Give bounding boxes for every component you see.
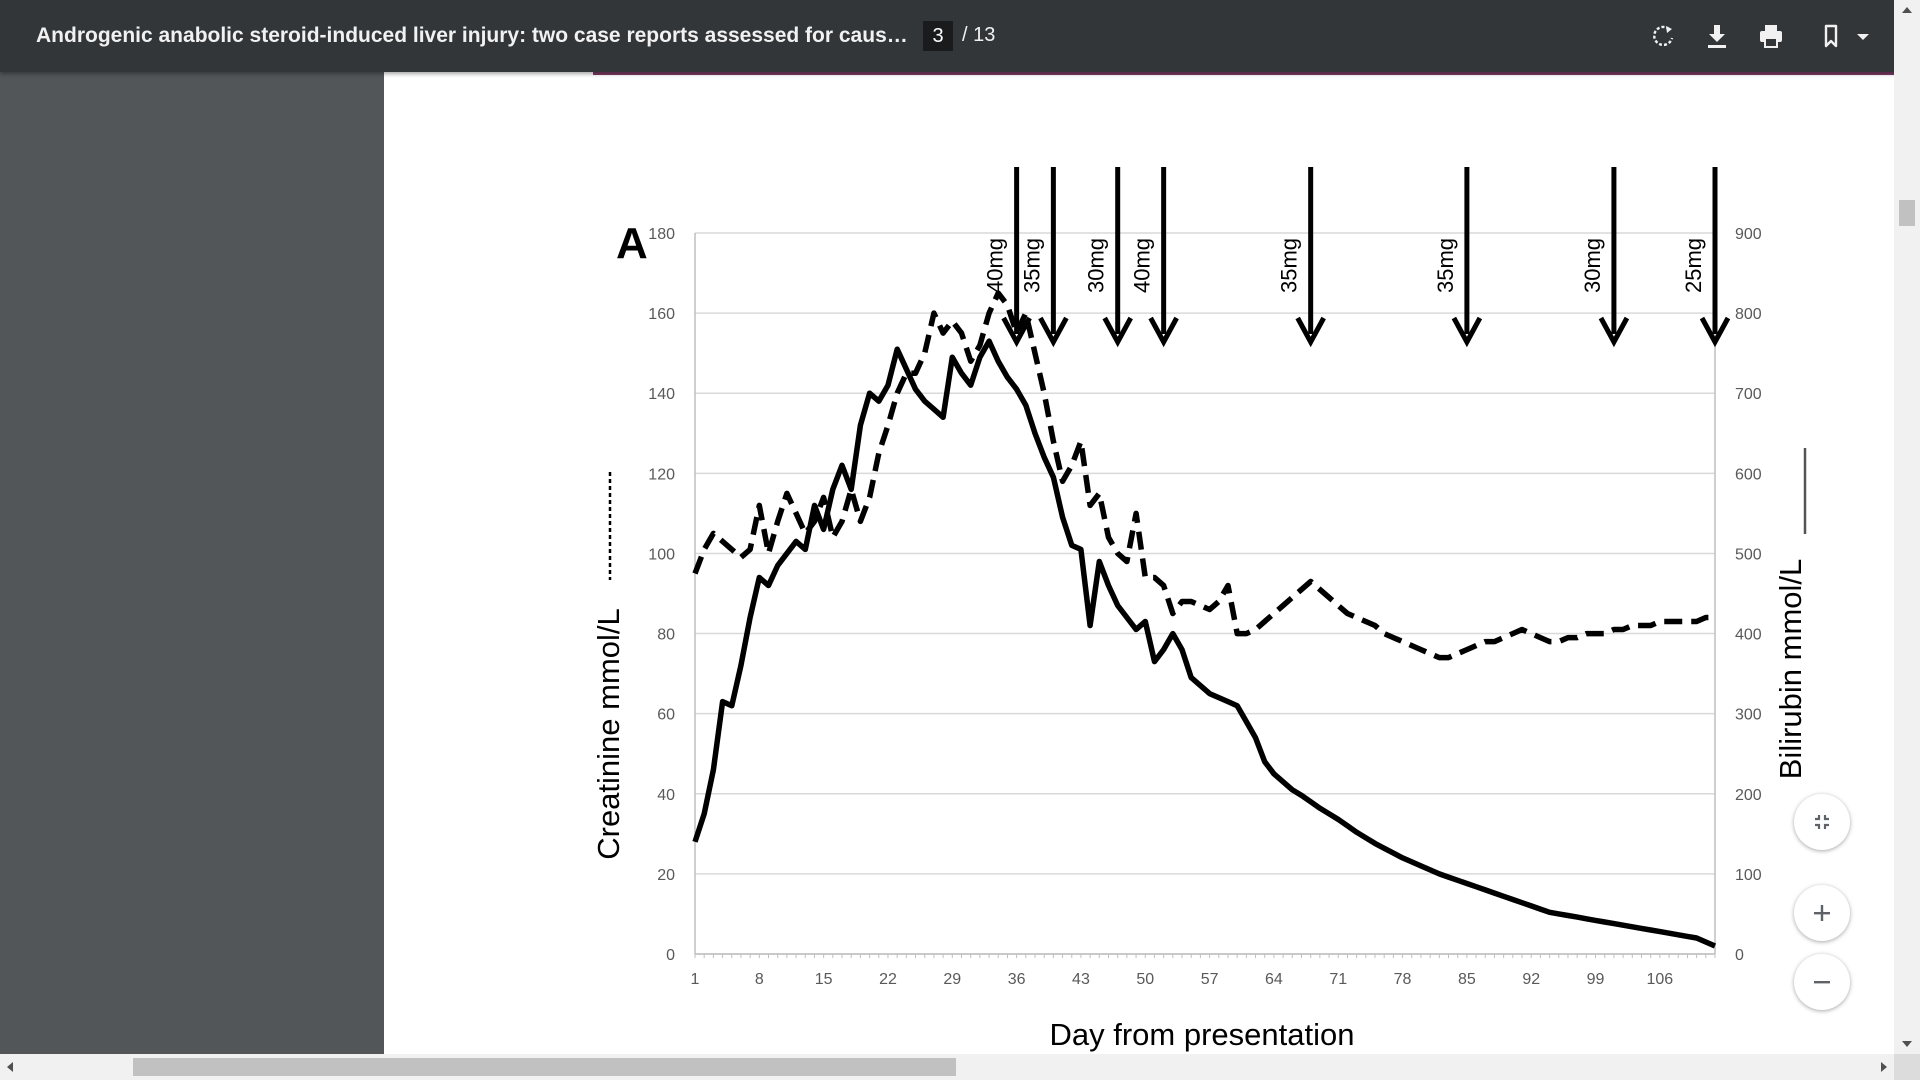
horizontal-scroll-thumb[interactable]: [133, 1058, 956, 1076]
dose-arrow-head: [1038, 316, 1069, 348]
print-icon: [1760, 25, 1782, 48]
y-left-tick-label: 40: [657, 787, 675, 804]
x-tick-label: 64: [1265, 971, 1283, 988]
fit-page-button[interactable]: [1794, 794, 1850, 850]
y-right-tick-label: 0: [1735, 947, 1744, 964]
dose-label: 35mg: [1433, 238, 1458, 293]
dose-label: 35mg: [1019, 238, 1044, 293]
y-right-tick-label: 100: [1735, 867, 1762, 884]
y-left-tick-label: 60: [657, 707, 675, 724]
dose-arrow-head: [1148, 316, 1179, 348]
y-right-tick-label: 900: [1735, 226, 1762, 243]
x-tick-label: 29: [943, 971, 961, 988]
y-left-axis-title: Creatinine mmol/L: [591, 608, 626, 860]
y-right-tick-label: 600: [1735, 466, 1762, 483]
x-tick-label: 99: [1587, 971, 1605, 988]
dose-arrow-head: [1598, 316, 1630, 348]
zoom-in-button[interactable]: [1794, 885, 1850, 941]
y-left-tick-label: 180: [648, 226, 675, 243]
y-left-tick-label: 100: [648, 546, 675, 563]
dose-label: 40mg: [1130, 238, 1155, 293]
x-tick-label: 36: [1008, 971, 1026, 988]
y-left-tick-label: 140: [648, 386, 675, 403]
y-right-tick-label: 700: [1735, 386, 1762, 403]
rotate-icon: [1653, 25, 1674, 47]
dose-arrow-head: [1102, 316, 1133, 348]
scroll-down-icon[interactable]: [1894, 1034, 1920, 1054]
y-left-tick-label: 160: [648, 306, 675, 323]
y-left-tick-label: 0: [666, 947, 675, 964]
y-left-tick-label: 20: [657, 867, 675, 884]
y-right-axis-title: Bilirubin mmol/L: [1773, 559, 1808, 780]
dose-label: 30mg: [1580, 238, 1605, 293]
x-tick-label: 50: [1136, 971, 1154, 988]
scroll-left-icon[interactable]: [0, 1054, 20, 1080]
y-right-tick-label: 400: [1735, 627, 1762, 644]
x-tick-label: 22: [879, 971, 897, 988]
dose-arrow-head: [1295, 316, 1326, 348]
bilirubin-line: [692, 338, 1717, 949]
zoom-out-button[interactable]: [1794, 954, 1850, 1010]
panel-label: A: [616, 219, 648, 268]
y-left-tick-label: 120: [648, 466, 675, 483]
dose-arrow-head: [1001, 316, 1032, 348]
pdf-page: 0 20 40 60 80 100 120 140 160 180 0 100 200 300 400 500…: [384, 72, 1894, 1054]
y-right-tick-label: 200: [1735, 787, 1762, 804]
liver-injury-chart: 0204060801001201401601800100200300400500…: [591, 167, 1808, 1052]
vertical-scroll-thumb[interactable]: [1899, 200, 1915, 226]
print-button[interactable]: [1753, 18, 1789, 54]
x-tick-label: 78: [1394, 971, 1412, 988]
bookmark-button[interactable]: [1817, 18, 1853, 54]
download-button[interactable]: [1699, 18, 1735, 54]
x-tick-label: 15: [815, 971, 833, 988]
dose-label: 30mg: [1084, 238, 1109, 293]
x-tick-label: 106: [1647, 971, 1674, 988]
dose-label: 35mg: [1277, 238, 1302, 293]
x-tick-label: 1: [691, 971, 700, 988]
fit-page-icon: [1815, 815, 1829, 829]
x-tick-label: 57: [1201, 971, 1219, 988]
x-tick-label: 43: [1072, 971, 1090, 988]
page-total: / 13: [962, 24, 996, 46]
pdf-toolbar: Androgenic anabolic steroid-induced live…: [0, 0, 1920, 72]
zoom-in-icon: [1814, 905, 1830, 921]
download-icon: [1708, 25, 1726, 48]
dose-arrow-head: [1699, 316, 1731, 348]
horizontal-scrollbar[interactable]: [0, 1054, 1894, 1080]
dose-arrow-head: [1451, 316, 1483, 348]
scroll-right-icon[interactable]: [1874, 1054, 1894, 1080]
x-tick-label: 71: [1329, 971, 1347, 988]
creatinine-line: [692, 290, 1715, 661]
zoom-out-icon: [1814, 981, 1830, 984]
bookmark-dropdown[interactable]: [1852, 18, 1874, 54]
y-right-tick-label: 500: [1735, 546, 1762, 563]
rotate-button[interactable]: [1645, 18, 1681, 54]
x-tick-label: 85: [1458, 971, 1476, 988]
y-right-tick-label: 300: [1735, 707, 1762, 724]
y-left-tick-label: 80: [657, 627, 675, 644]
dose-label: 40mg: [983, 238, 1008, 293]
scroll-up-icon[interactable]: [1894, 0, 1920, 20]
x-tick-label: 92: [1522, 971, 1540, 988]
page-accent-line: [593, 72, 1894, 75]
bookmark-icon: [1824, 24, 1838, 48]
vertical-scrollbar[interactable]: [1894, 0, 1920, 1054]
x-tick-label: 8: [755, 971, 764, 988]
document-title: Androgenic anabolic steroid-induced live…: [36, 24, 916, 47]
dose-label: 25mg: [1681, 238, 1706, 293]
viewer-background: [0, 72, 384, 1054]
chevron-down-icon: [1857, 34, 1869, 40]
page-number-input[interactable]: [923, 21, 953, 51]
y-right-tick-label: 800: [1735, 306, 1762, 323]
scrollbar-corner: [1894, 1054, 1920, 1080]
x-axis-title: Day from presentation: [1050, 1017, 1355, 1052]
